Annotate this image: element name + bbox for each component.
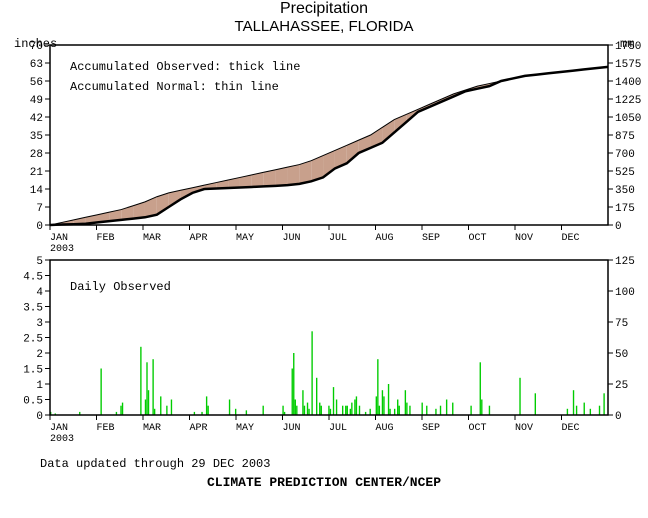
svg-text:NOV: NOV: [515, 233, 533, 244]
svg-text:AUG: AUG: [376, 233, 394, 244]
svg-text:AUG: AUG: [376, 423, 394, 434]
svg-text:JUN: JUN: [283, 423, 301, 434]
daily-chart: 00.511.522.533.544.550255075100125JANFEB…: [0, 255, 648, 455]
svg-text:inches: inches: [14, 37, 57, 51]
svg-text:FEB: FEB: [97, 423, 115, 434]
svg-text:JUN: JUN: [283, 233, 301, 244]
svg-text:Daily Observed: Daily Observed: [70, 280, 171, 294]
svg-text:35: 35: [30, 131, 43, 143]
svg-text:4.5: 4.5: [23, 272, 43, 284]
svg-text:25: 25: [615, 380, 628, 392]
svg-text:SEP: SEP: [422, 233, 440, 244]
svg-text:63: 63: [30, 59, 43, 71]
svg-text:OCT: OCT: [469, 423, 487, 434]
svg-text:14: 14: [30, 185, 44, 197]
svg-text:0: 0: [36, 221, 43, 233]
svg-text:APR: APR: [190, 423, 208, 434]
svg-text:JUL: JUL: [329, 233, 347, 244]
svg-text:56: 56: [30, 77, 43, 89]
svg-text:50: 50: [615, 349, 628, 361]
svg-text:MAY: MAY: [236, 233, 254, 244]
svg-text:125: 125: [615, 256, 635, 268]
svg-text:JAN: JAN: [50, 423, 68, 434]
svg-text:2: 2: [36, 349, 43, 361]
svg-text:1400: 1400: [615, 77, 641, 89]
svg-text:0: 0: [36, 411, 43, 423]
svg-text:JAN: JAN: [50, 233, 68, 244]
svg-text:350: 350: [615, 185, 635, 197]
svg-text:Accumulated Normal: thin line: Accumulated Normal: thin line: [70, 80, 279, 94]
svg-text:7: 7: [36, 203, 43, 215]
svg-text:1575: 1575: [615, 59, 641, 71]
svg-text:49: 49: [30, 95, 43, 107]
svg-text:1050: 1050: [615, 113, 641, 125]
svg-text:2003: 2003: [50, 434, 74, 445]
svg-text:1225: 1225: [615, 95, 641, 107]
svg-text:1: 1: [36, 380, 43, 392]
svg-text:MAR: MAR: [143, 423, 161, 434]
svg-text:DEC: DEC: [562, 233, 580, 244]
svg-text:DEC: DEC: [562, 423, 580, 434]
chart-title: Precipitation: [0, 0, 648, 18]
svg-text:3: 3: [36, 318, 43, 330]
svg-text:21: 21: [30, 167, 44, 179]
accumulated-chart: 0714212835424956637001753505257008751050…: [0, 35, 648, 255]
svg-text:MAR: MAR: [143, 233, 161, 244]
svg-text:75: 75: [615, 318, 628, 330]
svg-text:Accumulated Observed: thick li: Accumulated Observed: thick line: [70, 60, 300, 74]
svg-text:FEB: FEB: [97, 233, 115, 244]
svg-text:0: 0: [615, 221, 622, 233]
svg-text:0.5: 0.5: [23, 396, 43, 408]
svg-text:875: 875: [615, 131, 635, 143]
svg-text:JUL: JUL: [329, 423, 347, 434]
svg-text:SEP: SEP: [422, 423, 440, 434]
svg-text:1.5: 1.5: [23, 365, 43, 377]
svg-text:28: 28: [30, 149, 43, 161]
svg-text:2003: 2003: [50, 244, 74, 255]
svg-text:OCT: OCT: [469, 233, 487, 244]
svg-text:42: 42: [30, 113, 43, 125]
attribution: CLIMATE PREDICTION CENTER/NCEP: [0, 475, 648, 490]
svg-text:NOV: NOV: [515, 423, 533, 434]
svg-text:0: 0: [615, 411, 622, 423]
svg-text:3.5: 3.5: [23, 303, 43, 315]
update-note: Data updated through 29 DEC 2003: [40, 457, 648, 471]
svg-text:APR: APR: [190, 233, 208, 244]
svg-text:100: 100: [615, 287, 635, 299]
svg-text:5: 5: [36, 256, 43, 268]
svg-text:mm: mm: [620, 37, 634, 51]
svg-text:525: 525: [615, 167, 635, 179]
svg-text:4: 4: [36, 287, 43, 299]
svg-text:MAY: MAY: [236, 423, 254, 434]
chart-subtitle: TALLAHASSEE, FLORIDA: [0, 18, 648, 35]
svg-text:700: 700: [615, 149, 635, 161]
svg-text:2.5: 2.5: [23, 334, 43, 346]
svg-text:175: 175: [615, 203, 635, 215]
